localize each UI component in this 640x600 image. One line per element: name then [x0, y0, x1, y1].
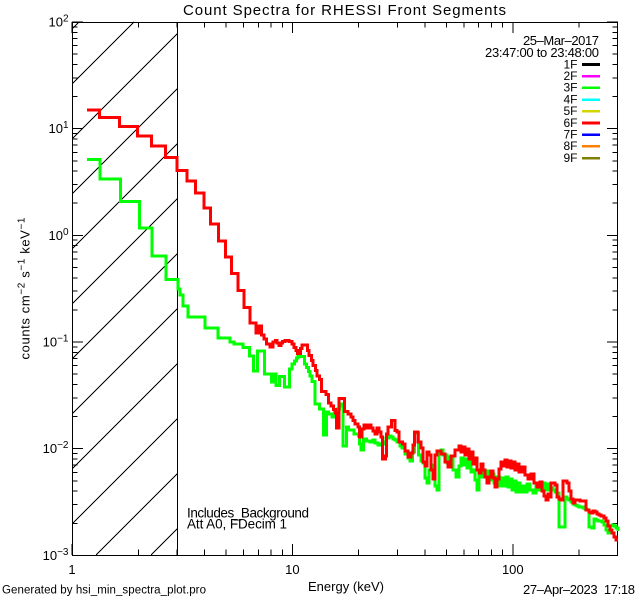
svg-text:1F: 1F — [563, 57, 577, 71]
svg-text:100: 100 — [502, 562, 524, 577]
svg-text:Count Spectra for RHESSI Front: Count Spectra for RHESSI Front Segments — [183, 2, 506, 19]
svg-text:2F: 2F — [563, 69, 577, 83]
svg-text:3F: 3F — [563, 81, 577, 95]
svg-text:1: 1 — [68, 562, 75, 577]
svg-text:8F: 8F — [563, 139, 577, 153]
svg-text:25–Mar–2017: 25–Mar–2017 — [523, 33, 599, 48]
svg-text:Energy (keV): Energy (keV) — [308, 579, 384, 594]
svg-text:7F: 7F — [563, 128, 577, 142]
svg-text:27–Apr–2023 17:18: 27–Apr–2023 17:18 — [523, 582, 635, 597]
svg-text:9F: 9F — [563, 151, 577, 165]
svg-text:Generated by hsi_min_spectra_p: Generated by hsi_min_spectra_plot.pro — [2, 585, 206, 597]
svg-text:4F: 4F — [563, 92, 577, 106]
svg-text:10: 10 — [285, 562, 299, 577]
svg-text:6F: 6F — [563, 116, 577, 130]
svg-text:counts cm−2 s−1 keV−1: counts cm−2 s−1 keV−1 — [17, 217, 33, 359]
svg-text:5F: 5F — [563, 104, 577, 118]
svg-text:23:47:00 to 23:48:00: 23:47:00 to 23:48:00 — [485, 45, 599, 60]
svg-text:Includes_Background: Includes_Background — [187, 506, 309, 521]
svg-text:Att A0, FDecim 1: Att A0, FDecim 1 — [187, 517, 287, 532]
